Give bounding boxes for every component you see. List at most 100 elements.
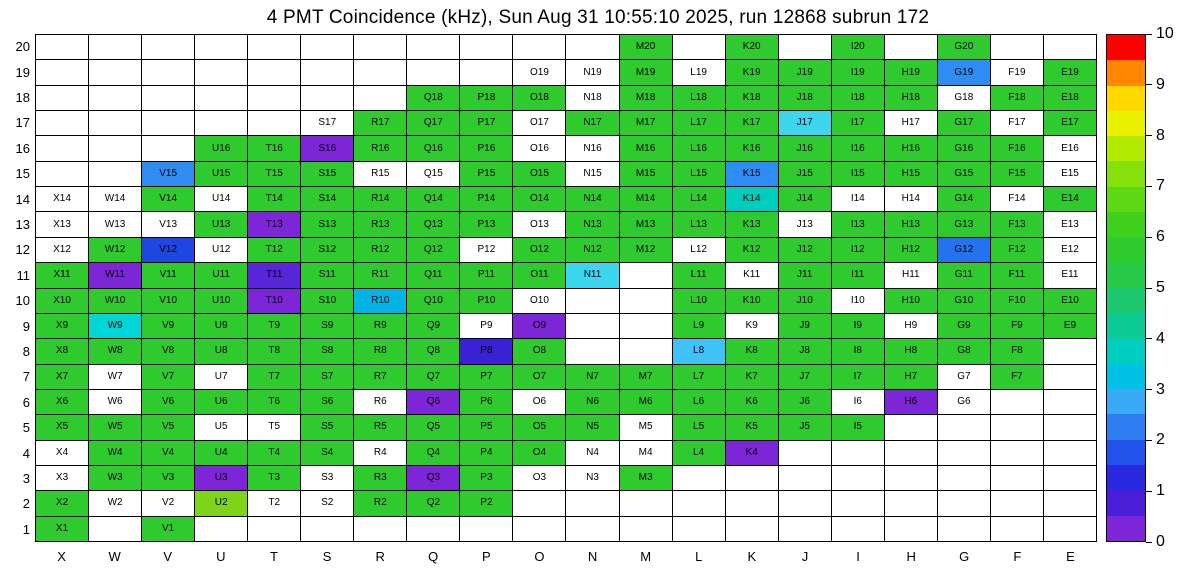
heatmap-cell: N13 bbox=[566, 212, 619, 237]
heatmap-cell: R9 bbox=[354, 313, 407, 339]
heatmap-cell: P10 bbox=[460, 288, 513, 313]
heatmap-cell: F18 bbox=[990, 85, 1043, 111]
heatmap-cell: E10 bbox=[1043, 288, 1096, 313]
x-axis-tick-label: J bbox=[801, 549, 809, 564]
colorbar-tick: 0 bbox=[1146, 533, 1165, 551]
y-axis-tick-label: 4 bbox=[22, 445, 30, 461]
colorbar-tick-mark bbox=[1146, 439, 1152, 441]
heatmap-cell: H12 bbox=[884, 237, 937, 263]
heatmap-cell bbox=[884, 465, 937, 491]
heatmap-cell: I9 bbox=[831, 313, 884, 339]
heatmap-cell: K15 bbox=[725, 161, 778, 187]
heatmap-cell: R17 bbox=[354, 111, 407, 136]
x-axis-tick-label: O bbox=[534, 549, 545, 564]
heatmap-cell bbox=[990, 465, 1043, 491]
heatmap-cell: S15 bbox=[301, 161, 354, 187]
heatmap-cell: K6 bbox=[725, 389, 778, 415]
heatmap-cell: F17 bbox=[990, 111, 1043, 136]
heatmap-cell bbox=[619, 288, 672, 313]
colorbar-tick: 2 bbox=[1146, 431, 1165, 449]
heatmap-cell: M16 bbox=[619, 136, 672, 161]
heatmap-cell: U13 bbox=[195, 212, 248, 237]
colorbar-tick-mark bbox=[1146, 389, 1152, 391]
heatmap-cell bbox=[566, 35, 619, 60]
colorbar-segment bbox=[1107, 338, 1145, 364]
heatmap-cell: L19 bbox=[672, 60, 725, 85]
heatmap-cell: H8 bbox=[884, 339, 937, 364]
heatmap-cell bbox=[1043, 440, 1096, 465]
heatmap-cell: G10 bbox=[937, 288, 990, 313]
heatmap-cell: S14 bbox=[301, 187, 354, 212]
heatmap-cell: Q8 bbox=[407, 339, 460, 364]
heatmap-cell: T11 bbox=[248, 263, 301, 288]
heatmap-cell: E11 bbox=[1043, 263, 1096, 288]
colorbar-tick: 6 bbox=[1146, 228, 1165, 246]
heatmap-cell: O17 bbox=[513, 111, 566, 136]
x-axis-tick-label: L bbox=[695, 549, 703, 564]
heatmap-cell: Q9 bbox=[407, 313, 460, 339]
heatmap-cell: E15 bbox=[1043, 161, 1096, 187]
y-axis-tick-label: 9 bbox=[22, 318, 30, 334]
heatmap-cell bbox=[672, 491, 725, 516]
heatmap-cell: P15 bbox=[460, 161, 513, 187]
heatmap-cell: X3 bbox=[36, 465, 89, 491]
y-axis-tick-label: 14 bbox=[15, 191, 30, 207]
heatmap-cell: K18 bbox=[725, 85, 778, 111]
heatmap-cell: H7 bbox=[884, 364, 937, 389]
colorbar-ticks: 0 1 2 3 4 5 6 7 8 9 10 bbox=[1146, 25, 1194, 550]
heatmap-cell: T5 bbox=[248, 415, 301, 440]
heatmap-cell: U8 bbox=[195, 339, 248, 364]
heatmap-cell: S17 bbox=[301, 111, 354, 136]
heatmap-cell bbox=[778, 516, 831, 541]
heatmap-cell bbox=[884, 440, 937, 465]
heatmap-cell: X4 bbox=[36, 440, 89, 465]
heatmap-cell: N11 bbox=[566, 263, 619, 288]
heatmap-cell: V6 bbox=[142, 389, 195, 415]
heatmap-cell: Q4 bbox=[407, 440, 460, 465]
heatmap-cell: U15 bbox=[195, 161, 248, 187]
y-axis-tick-label: 18 bbox=[15, 89, 30, 105]
heatmap-cell: W3 bbox=[89, 465, 142, 491]
heatmap-cell: J12 bbox=[778, 237, 831, 263]
heatmap-cell: G6 bbox=[937, 389, 990, 415]
heatmap-cell: J13 bbox=[778, 212, 831, 237]
heatmap-cell bbox=[460, 35, 513, 60]
y-axis-tick-label: 5 bbox=[22, 420, 30, 436]
heatmap-cell bbox=[884, 415, 937, 440]
heatmap-cell: T2 bbox=[248, 491, 301, 516]
heatmap-cell: K17 bbox=[725, 111, 778, 136]
heatmap-cell bbox=[778, 440, 831, 465]
heatmap-cell: J15 bbox=[778, 161, 831, 187]
heatmap-cell: R14 bbox=[354, 187, 407, 212]
heatmap-cell bbox=[884, 516, 937, 541]
colorbar-segment bbox=[1107, 515, 1145, 541]
heatmap-cell bbox=[354, 35, 407, 60]
heatmap-cell: Q3 bbox=[407, 465, 460, 491]
heatmap-cell: O13 bbox=[513, 212, 566, 237]
colorbar-segment bbox=[1107, 287, 1145, 314]
heatmap-cell: G13 bbox=[937, 212, 990, 237]
heatmap-cell bbox=[36, 60, 89, 85]
heatmap-cell: S11 bbox=[301, 263, 354, 288]
heatmap-cell bbox=[354, 60, 407, 85]
heatmap-cell bbox=[142, 136, 195, 161]
heatmap-cell: O18 bbox=[513, 85, 566, 111]
heatmap-cell: L15 bbox=[672, 161, 725, 187]
heatmap-cell: H19 bbox=[884, 60, 937, 85]
heatmap-cell: N19 bbox=[566, 60, 619, 85]
heatmap-cell bbox=[301, 516, 354, 541]
heatmap-cell bbox=[990, 415, 1043, 440]
heatmap-cell: P18 bbox=[460, 85, 513, 111]
y-axis-labels: 20 19 18 17 16 15 14 13 12 11 10 9 8 7 6 5 4 3 2 1 bbox=[2, 34, 30, 542]
heatmap-cell: Q14 bbox=[407, 187, 460, 212]
heatmap-cell: X9 bbox=[36, 313, 89, 339]
heatmap-cell bbox=[566, 339, 619, 364]
heatmap-cell: X1 bbox=[36, 516, 89, 541]
heatmap-cell: P12 bbox=[460, 237, 513, 263]
heatmap-cell bbox=[407, 516, 460, 541]
heatmap-cell: Q17 bbox=[407, 111, 460, 136]
heatmap-cell: G11 bbox=[937, 263, 990, 288]
heatmap-cell: X10 bbox=[36, 288, 89, 313]
colorbar-tick-label: 4 bbox=[1156, 329, 1165, 347]
heatmap-cell bbox=[89, 60, 142, 85]
